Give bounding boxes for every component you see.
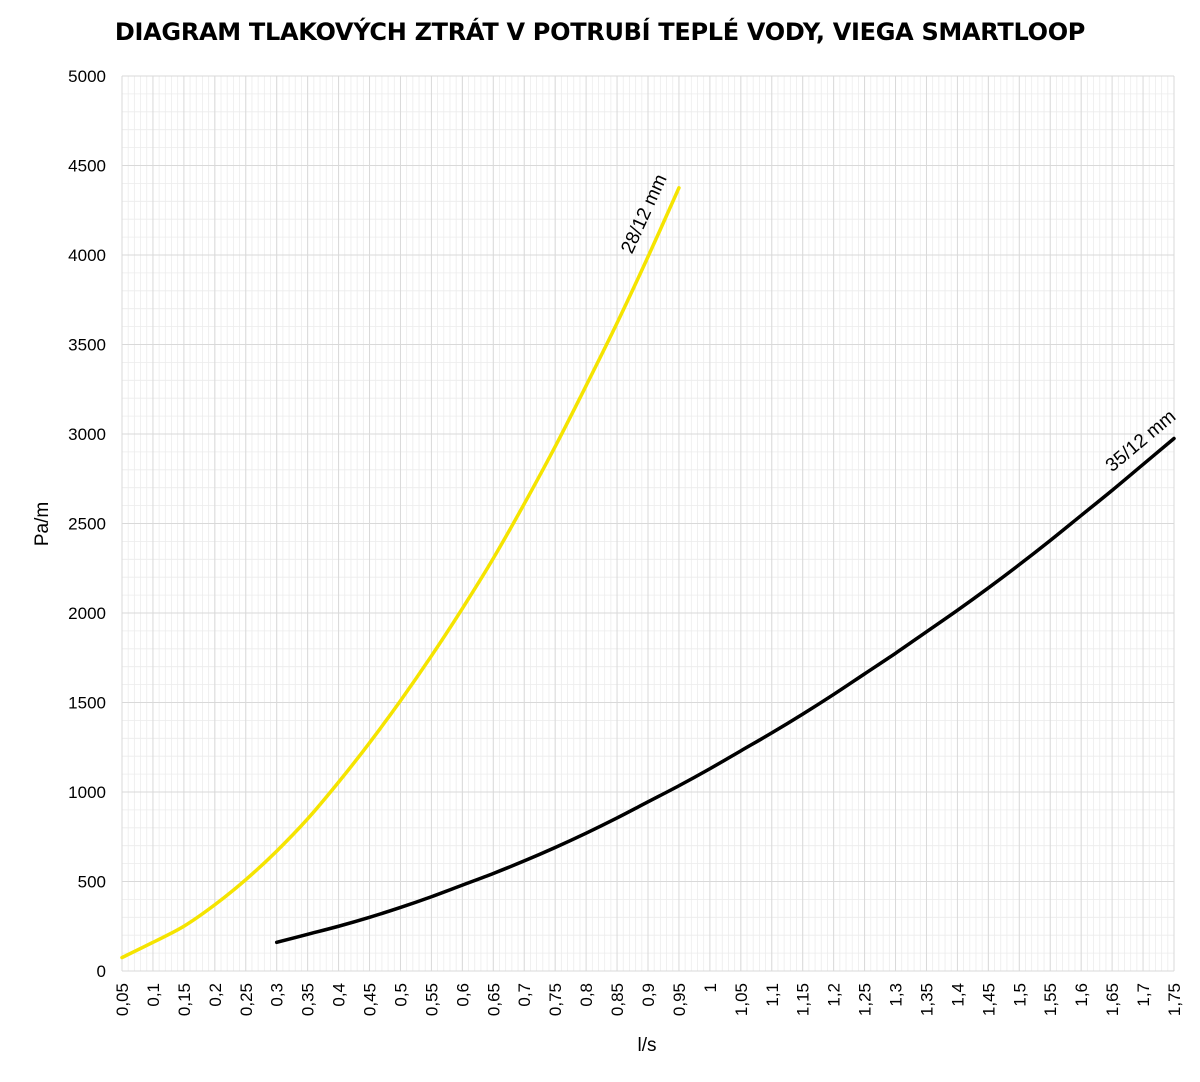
x-tick-label: 1,55	[1041, 983, 1060, 1016]
x-tick-label: 0,1	[144, 983, 163, 1007]
x-tick-label: 0,35	[299, 983, 318, 1016]
x-tick-label: 1,6	[1072, 983, 1091, 1007]
y-tick-label: 2500	[68, 515, 106, 534]
x-tick-label: 1,25	[856, 983, 875, 1016]
x-tick-label: 1,05	[732, 983, 751, 1016]
x-tick-label: 1	[701, 983, 720, 992]
x-tick-label: 1,65	[1103, 983, 1122, 1016]
series-line-1	[120, 186, 681, 960]
x-tick-label: 0,85	[608, 983, 627, 1016]
y-tick-label: 1000	[68, 783, 106, 802]
x-axis-ticks: 0,05 0,1 0,15 0,2 0,25 0,3 0,35 0,4 0,45 0,5 0,55 0…	[113, 983, 1184, 1016]
x-tick-label: 1,4	[948, 983, 967, 1007]
x-tick-label: 0,95	[670, 983, 689, 1016]
y-tick-label: 0	[97, 962, 106, 981]
y-tick-label: 500	[78, 873, 106, 892]
x-tick-label: 0,5	[391, 983, 410, 1007]
x-tick-label: 0,55	[422, 983, 441, 1016]
x-tick-label: 0,7	[515, 983, 534, 1007]
x-tick-label: 0,15	[175, 983, 194, 1016]
x-tick-label: 0,05	[113, 983, 132, 1016]
x-tick-label: 0,8	[577, 983, 596, 1007]
y-axis-label: Pa/m	[32, 502, 53, 546]
x-tick-label: 0,25	[237, 983, 256, 1016]
y-tick-label: 5000	[68, 67, 106, 86]
series-label-1: 28/12 mm	[617, 171, 671, 257]
x-tick-label: 0,75	[546, 983, 565, 1016]
x-tick-label: 0,4	[330, 983, 349, 1007]
major-gridlines	[121, 75, 1175, 972]
y-tick-label: 3000	[68, 425, 106, 444]
x-tick-label: 0,65	[484, 983, 503, 1016]
y-axis-ticks: 0 500 1000 1500 2000 2500 3000 3500 4000 4500 5000	[68, 67, 106, 981]
x-tick-label: 1,7	[1134, 983, 1153, 1007]
y-tick-label: 1500	[68, 694, 106, 713]
series-line-2	[274, 436, 1176, 945]
x-tick-label: 1,45	[979, 983, 998, 1016]
x-tick-label: 1,3	[887, 983, 906, 1007]
x-tick-label: 0,3	[268, 983, 287, 1007]
x-tick-label: 0,6	[453, 983, 472, 1007]
chart-title: DIAGRAM TLAKOVÝCH ZTRÁT V POTRUBÍ TEPLÉ …	[114, 18, 1086, 46]
series-lines	[120, 186, 1176, 960]
y-tick-label: 4500	[68, 157, 106, 176]
x-tick-label: 1,2	[825, 983, 844, 1007]
x-axis-label: l/s	[638, 1035, 657, 1056]
x-tick-label: 0,9	[639, 983, 658, 1007]
x-tick-label: 1,35	[917, 983, 936, 1016]
x-tick-label: 0,2	[206, 983, 225, 1007]
x-tick-label: 1,5	[1010, 983, 1029, 1007]
y-tick-label: 4000	[68, 246, 106, 265]
x-tick-label: 0,45	[361, 983, 380, 1016]
x-tick-label: 1,1	[763, 983, 782, 1007]
x-tick-label: 1,75	[1165, 983, 1184, 1016]
x-tick-label: 1,15	[794, 983, 813, 1016]
y-tick-label: 3500	[68, 336, 106, 355]
y-tick-label: 2000	[68, 604, 106, 623]
